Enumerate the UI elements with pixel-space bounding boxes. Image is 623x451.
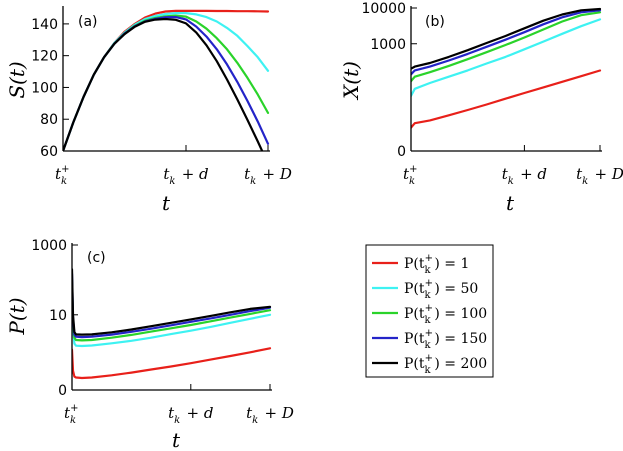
x-tick-label-a: tk + D: [244, 165, 292, 187]
y-tick-label-a: 80: [40, 112, 58, 128]
panel-label-b: (b): [425, 14, 445, 30]
y-tick-label-a: 100: [31, 80, 58, 96]
y-axis-title-b: X(t): [339, 61, 363, 101]
panel-label-a: (a): [78, 14, 98, 30]
series-line-b-P150: [411, 9, 602, 76]
x-tick-label-b: tk + d: [502, 165, 547, 187]
x-axis-title-a: t: [162, 191, 171, 215]
x-tick-label-a: tk + d: [163, 165, 208, 187]
legend: P(tk+ ) = 1P(tk+ ) = 50P(tk+ ) = 100P(tk…: [365, 244, 494, 378]
x-tick-label-c: tk + d: [168, 404, 213, 426]
series-line-b-P50: [411, 18, 602, 97]
x-tick-label-a: tk+: [55, 164, 71, 187]
legend-label-P150: P(tk+ ) = 150: [404, 328, 487, 351]
x-tick-label-b: tk+: [403, 164, 419, 187]
x-tick-label-c: tk+: [64, 403, 80, 426]
y-axis-title-a: S(t): [5, 61, 29, 98]
y-tick-label-b: 0: [397, 144, 406, 160]
y-tick-label-a: 140: [31, 17, 58, 33]
y-tick-label-a: 60: [40, 144, 58, 160]
x-axis-title-c: t: [172, 428, 181, 451]
series-line-a-P200: [63, 17, 264, 151]
x-axis-title-b: t: [506, 191, 515, 215]
series-line-b-P200: [411, 7, 602, 70]
y-tick-label-b: 1000: [370, 37, 406, 53]
y-tick-label-c: 10: [49, 308, 67, 324]
series-line-c-P1: [72, 347, 272, 380]
y-tick-label-a: 120: [31, 49, 58, 65]
panel-label-c: (c): [87, 250, 106, 266]
x-tick-label-b: tk + D: [576, 165, 623, 187]
series-line-c-P50: [72, 289, 272, 348]
x-tick-label-c: tk + D: [246, 404, 294, 426]
y-tick-label-b: 10000: [361, 1, 406, 17]
legend-label-P200: P(tk+ ) = 200: [404, 353, 487, 376]
panel-b: 0 1000 10000 tk+ tk + d tk + D (b) X(t) t: [339, 1, 623, 215]
plot-area-b: [411, 7, 602, 129]
panel-a: 60 80 100 120 140 tk+ tk + d tk + D (a) S(t) t: [5, 6, 292, 215]
y-axis-title-c: P(t): [5, 297, 29, 335]
panel-c: 0 10 1000 tk+ tk + d tk + D (c) P(t) t: [5, 238, 294, 451]
plot-area-c: [72, 268, 272, 380]
y-tick-label-c: 1000: [31, 238, 67, 254]
plot-area-a: [63, 9, 270, 151]
y-tick-label-c: 0: [58, 383, 67, 399]
series-line-c-P100: [72, 278, 272, 342]
legend-label-P50: P(tk+ ) = 50: [404, 278, 478, 301]
legend-label-P100: P(tk+ ) = 100: [404, 303, 487, 326]
legend-frame: [365, 244, 494, 378]
series-line-c-P200: [72, 268, 272, 336]
legend-label-P1: P(tk+ ) = 1: [404, 253, 469, 276]
series-line-b-P100: [411, 11, 602, 83]
series-line-c-P150: [72, 272, 272, 339]
series-line-b-P1: [411, 69, 602, 129]
